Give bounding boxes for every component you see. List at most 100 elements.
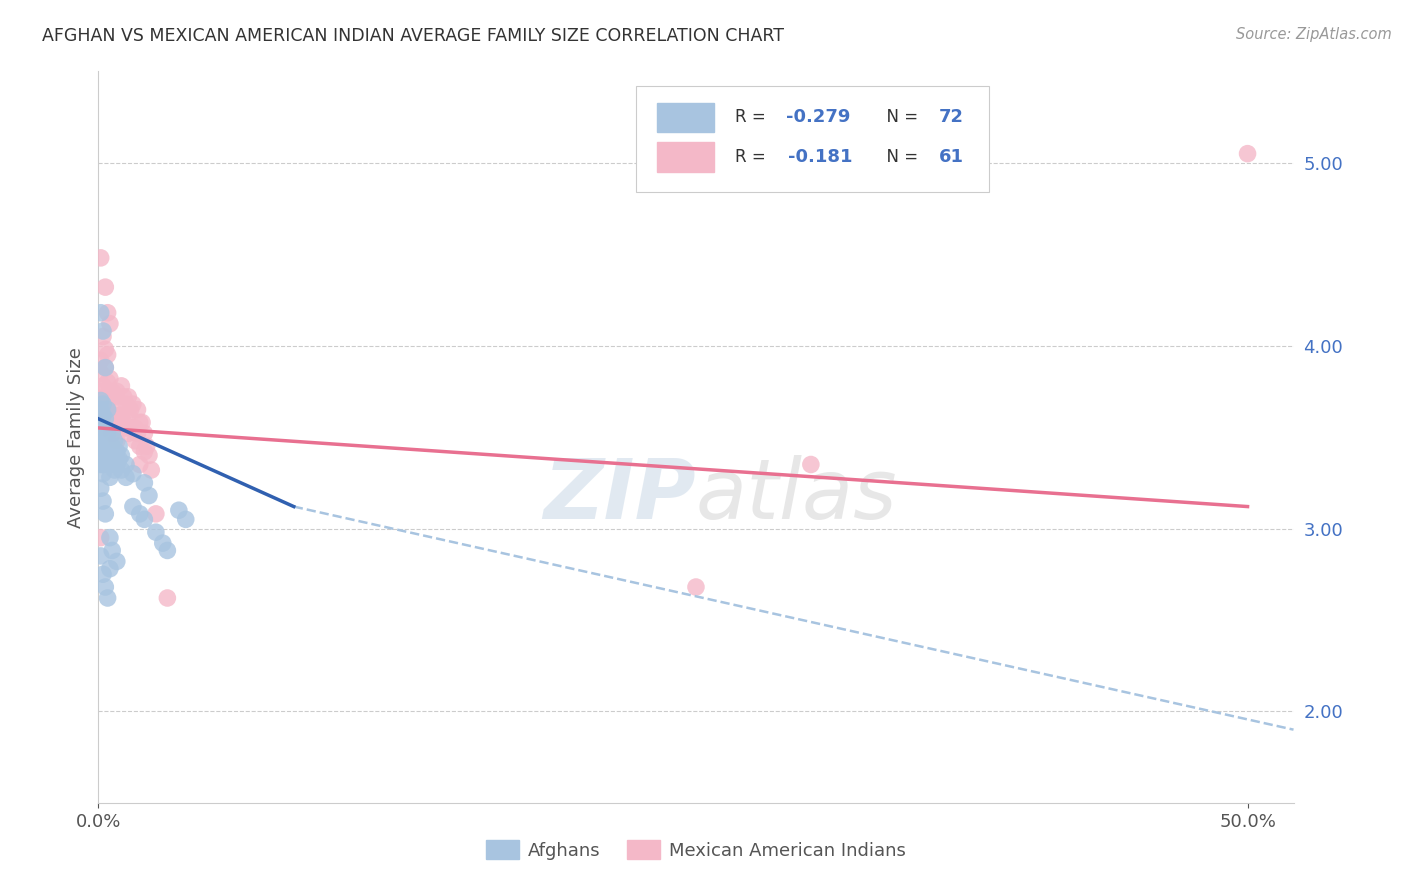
Text: R =: R = <box>735 109 772 127</box>
Point <box>97 348 120 362</box>
Text: N =: N = <box>876 109 924 127</box>
Point <box>97 591 120 605</box>
Point <box>120 402 142 417</box>
Point <box>91 408 114 422</box>
Text: 61: 61 <box>939 148 963 166</box>
Point <box>141 463 163 477</box>
Point <box>97 306 120 320</box>
Point <box>97 375 120 389</box>
Y-axis label: Average Family Size: Average Family Size <box>66 347 84 527</box>
Point <box>103 448 125 462</box>
Point <box>94 507 117 521</box>
Point <box>103 390 125 404</box>
Point <box>90 408 112 422</box>
Point <box>101 543 124 558</box>
Point <box>90 421 112 435</box>
Point <box>156 591 179 605</box>
Text: -0.279: -0.279 <box>786 109 851 127</box>
Point <box>105 554 128 568</box>
Point <box>91 467 114 481</box>
Point <box>105 434 128 448</box>
Point <box>90 408 112 422</box>
Point <box>110 379 132 393</box>
Point <box>1236 146 1258 161</box>
Point <box>110 463 132 477</box>
Point <box>97 439 120 453</box>
Point <box>94 360 117 375</box>
Point <box>90 531 112 545</box>
Point <box>103 463 125 477</box>
Text: atlas: atlas <box>696 455 897 536</box>
Point <box>90 426 112 441</box>
Point <box>134 426 156 441</box>
Point <box>134 475 156 490</box>
Point <box>105 444 128 458</box>
Text: -0.181: -0.181 <box>787 148 852 166</box>
Point <box>117 408 139 422</box>
Point <box>108 452 131 467</box>
Point <box>115 470 138 484</box>
Bar <box>657 143 714 171</box>
Point <box>101 408 124 422</box>
Point <box>174 512 197 526</box>
Point <box>90 384 112 399</box>
Point <box>122 421 145 435</box>
Point <box>90 430 112 444</box>
Point <box>122 500 145 514</box>
Point <box>110 408 132 422</box>
Point <box>108 421 131 435</box>
Point <box>101 384 124 399</box>
Point <box>97 434 120 448</box>
Point <box>90 393 112 408</box>
Point <box>94 580 117 594</box>
Point <box>94 343 117 357</box>
Point <box>117 426 139 441</box>
Point <box>91 448 114 462</box>
Point <box>167 503 190 517</box>
Point <box>90 439 112 453</box>
Point <box>90 412 112 426</box>
Point <box>97 402 120 417</box>
Point <box>128 416 150 430</box>
Point <box>112 390 135 404</box>
Point <box>94 412 117 426</box>
Point <box>128 507 150 521</box>
Point <box>101 426 124 441</box>
Point <box>98 458 121 472</box>
Point <box>94 280 117 294</box>
Point <box>91 434 114 448</box>
Point <box>156 543 179 558</box>
Point <box>103 408 125 422</box>
Point <box>105 412 128 426</box>
Point <box>101 426 124 441</box>
Point <box>90 434 112 448</box>
Point <box>91 329 114 343</box>
Point <box>134 512 156 526</box>
Text: Source: ZipAtlas.com: Source: ZipAtlas.com <box>1236 27 1392 42</box>
Point <box>115 458 138 472</box>
Point <box>138 489 160 503</box>
Legend: Afghans, Mexican American Indians: Afghans, Mexican American Indians <box>479 833 912 867</box>
Text: N =: N = <box>876 148 924 166</box>
Point <box>115 397 138 411</box>
Point <box>135 439 157 453</box>
Point <box>90 416 112 430</box>
Point <box>98 317 121 331</box>
Point <box>128 439 150 453</box>
Point <box>90 549 112 563</box>
Point <box>145 507 167 521</box>
Point <box>91 421 114 435</box>
Point <box>98 371 121 385</box>
Point <box>145 525 167 540</box>
Point <box>128 458 150 472</box>
Point <box>90 353 112 368</box>
Point <box>94 430 117 444</box>
Point <box>94 452 117 467</box>
Point <box>90 402 112 417</box>
Point <box>124 434 146 448</box>
Point <box>98 531 121 545</box>
Text: 72: 72 <box>939 109 963 127</box>
Point <box>90 481 112 495</box>
Point <box>122 467 145 481</box>
Point <box>134 444 156 458</box>
